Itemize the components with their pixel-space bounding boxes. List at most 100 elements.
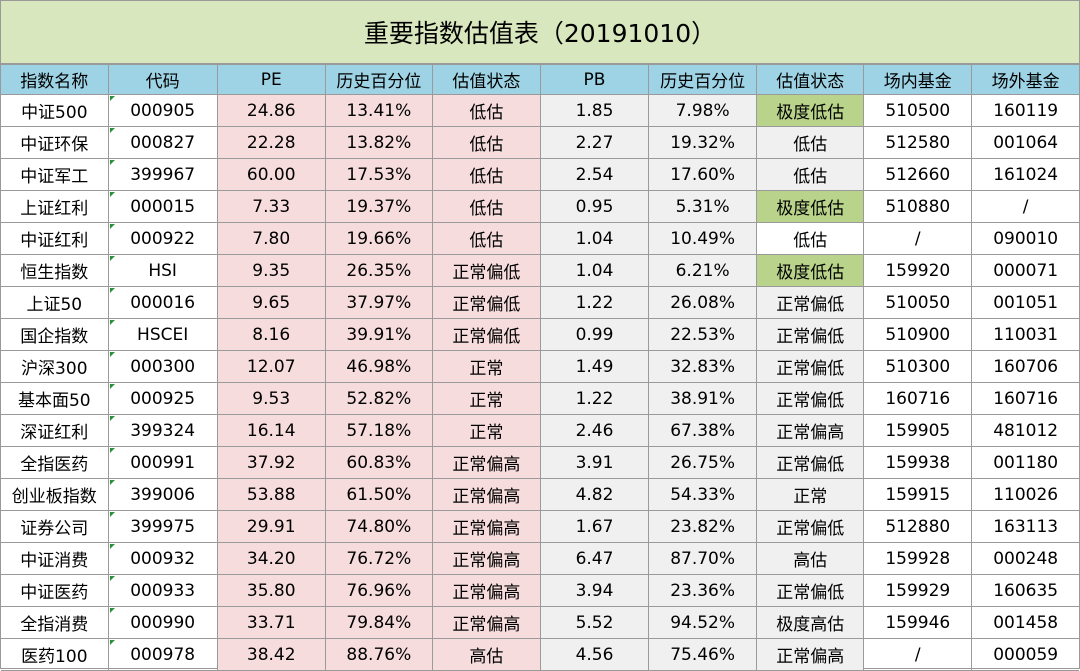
pe-percentile-cell[interactable]: 76.96% bbox=[324, 574, 433, 607]
pb-status-cell[interactable]: 正常偏高 bbox=[756, 414, 865, 447]
pb-percentile-cell[interactable]: 54.33% bbox=[648, 478, 758, 511]
exchange-fund-cell[interactable]: 160716 bbox=[863, 382, 973, 415]
pe-percentile-cell[interactable]: 13.82% bbox=[324, 126, 433, 159]
pe-status-cell[interactable]: 正常偏低 bbox=[431, 254, 541, 287]
pe-cell[interactable]: 34.20 bbox=[216, 542, 326, 575]
index-name-cell[interactable]: 创业板指数 bbox=[1, 478, 109, 511]
code-cell[interactable]: 000978 bbox=[107, 638, 218, 671]
pe-percentile-cell[interactable]: 19.66% bbox=[324, 222, 433, 255]
exchange-fund-cell[interactable]: 512880 bbox=[863, 510, 973, 543]
column-header-exchange-fund[interactable]: 场内基金 bbox=[863, 64, 973, 95]
pb-cell[interactable]: 4.56 bbox=[539, 638, 650, 671]
pe-status-cell[interactable]: 正常 bbox=[431, 350, 541, 383]
otc-fund-cell[interactable]: 160119 bbox=[971, 94, 1079, 127]
exchange-fund-cell[interactable]: 159915 bbox=[863, 478, 973, 511]
code-cell[interactable]: 000922 bbox=[107, 222, 218, 255]
otc-fund-cell[interactable]: 000059 bbox=[971, 638, 1079, 671]
pb-percentile-cell[interactable]: 38.91% bbox=[648, 382, 758, 415]
pe-percentile-cell[interactable]: 46.98% bbox=[324, 350, 433, 383]
pe-percentile-cell[interactable]: 26.35% bbox=[324, 254, 433, 287]
index-name-cell[interactable]: 基本面50 bbox=[1, 382, 109, 415]
code-cell[interactable]: 000925 bbox=[107, 382, 218, 415]
pe-cell[interactable]: 9.65 bbox=[216, 286, 326, 319]
index-name-cell[interactable]: 上证红利 bbox=[1, 190, 109, 223]
exchange-fund-cell[interactable]: 159920 bbox=[863, 254, 973, 287]
pb-percentile-cell[interactable]: 26.75% bbox=[648, 446, 758, 479]
index-name-cell[interactable]: 沪深300 bbox=[1, 350, 109, 383]
exchange-fund-cell[interactable]: 510880 bbox=[863, 190, 973, 223]
otc-fund-cell[interactable]: 160716 bbox=[971, 382, 1079, 415]
column-header-code[interactable]: 代码 bbox=[107, 64, 218, 95]
otc-fund-cell[interactable]: 090010 bbox=[971, 222, 1079, 255]
pb-status-cell[interactable]: 正常偏低 bbox=[756, 574, 865, 607]
otc-fund-cell[interactable]: 110031 bbox=[971, 318, 1079, 351]
pb-status-cell[interactable]: 极度低估 bbox=[756, 94, 865, 127]
column-header-pb[interactable]: PB bbox=[539, 64, 650, 95]
pb-cell[interactable]: 2.46 bbox=[539, 414, 650, 447]
column-header-pe-status[interactable]: 估值状态 bbox=[431, 64, 541, 95]
exchange-fund-cell[interactable]: / bbox=[863, 638, 973, 671]
pe-cell[interactable]: 12.07 bbox=[216, 350, 326, 383]
column-header-pb-status[interactable]: 估值状态 bbox=[756, 64, 865, 95]
pe-percentile-cell[interactable]: 88.76% bbox=[324, 638, 433, 671]
pe-status-cell[interactable]: 正常偏低 bbox=[431, 286, 541, 319]
pe-status-cell[interactable]: 高估 bbox=[431, 638, 541, 671]
pb-percentile-cell[interactable]: 10.49% bbox=[648, 222, 758, 255]
otc-fund-cell[interactable]: 001051 bbox=[971, 286, 1079, 319]
otc-fund-cell[interactable]: 160706 bbox=[971, 350, 1079, 383]
pb-status-cell[interactable]: 正常偏低 bbox=[756, 382, 865, 415]
column-header-pb-percentile[interactable]: 历史百分位 bbox=[648, 64, 758, 95]
otc-fund-cell[interactable]: / bbox=[971, 190, 1079, 223]
pe-status-cell[interactable]: 正常偏高 bbox=[431, 478, 541, 511]
pb-cell[interactable]: 2.27 bbox=[539, 126, 650, 159]
pe-status-cell[interactable]: 低估 bbox=[431, 126, 541, 159]
exchange-fund-cell[interactable]: 159929 bbox=[863, 574, 973, 607]
pe-percentile-cell[interactable]: 17.53% bbox=[324, 158, 433, 191]
pb-status-cell[interactable]: 低估 bbox=[756, 158, 865, 191]
pe-status-cell[interactable]: 低估 bbox=[431, 190, 541, 223]
index-name-cell[interactable]: 深证红利 bbox=[1, 414, 109, 447]
pb-status-cell[interactable]: 正常偏低 bbox=[756, 286, 865, 319]
code-cell[interactable]: HSCEI bbox=[107, 318, 218, 351]
index-name-cell[interactable]: 中证500 bbox=[1, 94, 109, 127]
pe-percentile-cell[interactable]: 74.80% bbox=[324, 510, 433, 543]
pb-percentile-cell[interactable]: 67.38% bbox=[648, 414, 758, 447]
pb-status-cell[interactable]: 极度低估 bbox=[756, 190, 865, 223]
exchange-fund-cell[interactable]: 159946 bbox=[863, 606, 973, 639]
pe-percentile-cell[interactable]: 19.37% bbox=[324, 190, 433, 223]
code-cell[interactable]: 000827 bbox=[107, 126, 218, 159]
pe-status-cell[interactable]: 低估 bbox=[431, 222, 541, 255]
pb-status-cell[interactable]: 正常偏低 bbox=[756, 446, 865, 479]
index-name-cell[interactable]: 中证消费 bbox=[1, 542, 109, 575]
pe-cell[interactable]: 37.92 bbox=[216, 446, 326, 479]
column-header-index-name[interactable]: 指数名称 bbox=[1, 64, 109, 95]
pb-percentile-cell[interactable]: 32.83% bbox=[648, 350, 758, 383]
pe-cell[interactable]: 53.88 bbox=[216, 478, 326, 511]
pe-percentile-cell[interactable]: 57.18% bbox=[324, 414, 433, 447]
code-cell[interactable]: 000015 bbox=[107, 190, 218, 223]
pe-cell[interactable]: 35.80 bbox=[216, 574, 326, 607]
pe-percentile-cell[interactable]: 37.97% bbox=[324, 286, 433, 319]
pe-status-cell[interactable]: 正常偏高 bbox=[431, 574, 541, 607]
code-cell[interactable]: 000905 bbox=[107, 94, 218, 127]
pb-status-cell[interactable]: 极度低估 bbox=[756, 254, 865, 287]
pb-status-cell[interactable]: 正常偏低 bbox=[756, 350, 865, 383]
pb-cell[interactable]: 1.22 bbox=[539, 382, 650, 415]
pb-cell[interactable]: 1.67 bbox=[539, 510, 650, 543]
pe-cell[interactable]: 38.42 bbox=[216, 638, 326, 671]
pe-cell[interactable]: 60.00 bbox=[216, 158, 326, 191]
pb-status-cell[interactable]: 极度高估 bbox=[756, 606, 865, 639]
exchange-fund-cell[interactable]: 512660 bbox=[863, 158, 973, 191]
pe-cell[interactable]: 16.14 bbox=[216, 414, 326, 447]
exchange-fund-cell[interactable]: 159905 bbox=[863, 414, 973, 447]
code-cell[interactable]: 399006 bbox=[107, 478, 218, 511]
exchange-fund-cell[interactable]: 510500 bbox=[863, 94, 973, 127]
otc-fund-cell[interactable]: 481012 bbox=[971, 414, 1079, 447]
index-name-cell[interactable]: 中证军工 bbox=[1, 158, 109, 191]
pb-status-cell[interactable]: 低估 bbox=[756, 222, 865, 255]
index-name-cell[interactable]: 中证医药 bbox=[1, 574, 109, 607]
pb-cell[interactable]: 4.82 bbox=[539, 478, 650, 511]
pb-percentile-cell[interactable]: 22.53% bbox=[648, 318, 758, 351]
code-cell[interactable]: 000990 bbox=[107, 606, 218, 639]
pe-cell[interactable]: 7.80 bbox=[216, 222, 326, 255]
